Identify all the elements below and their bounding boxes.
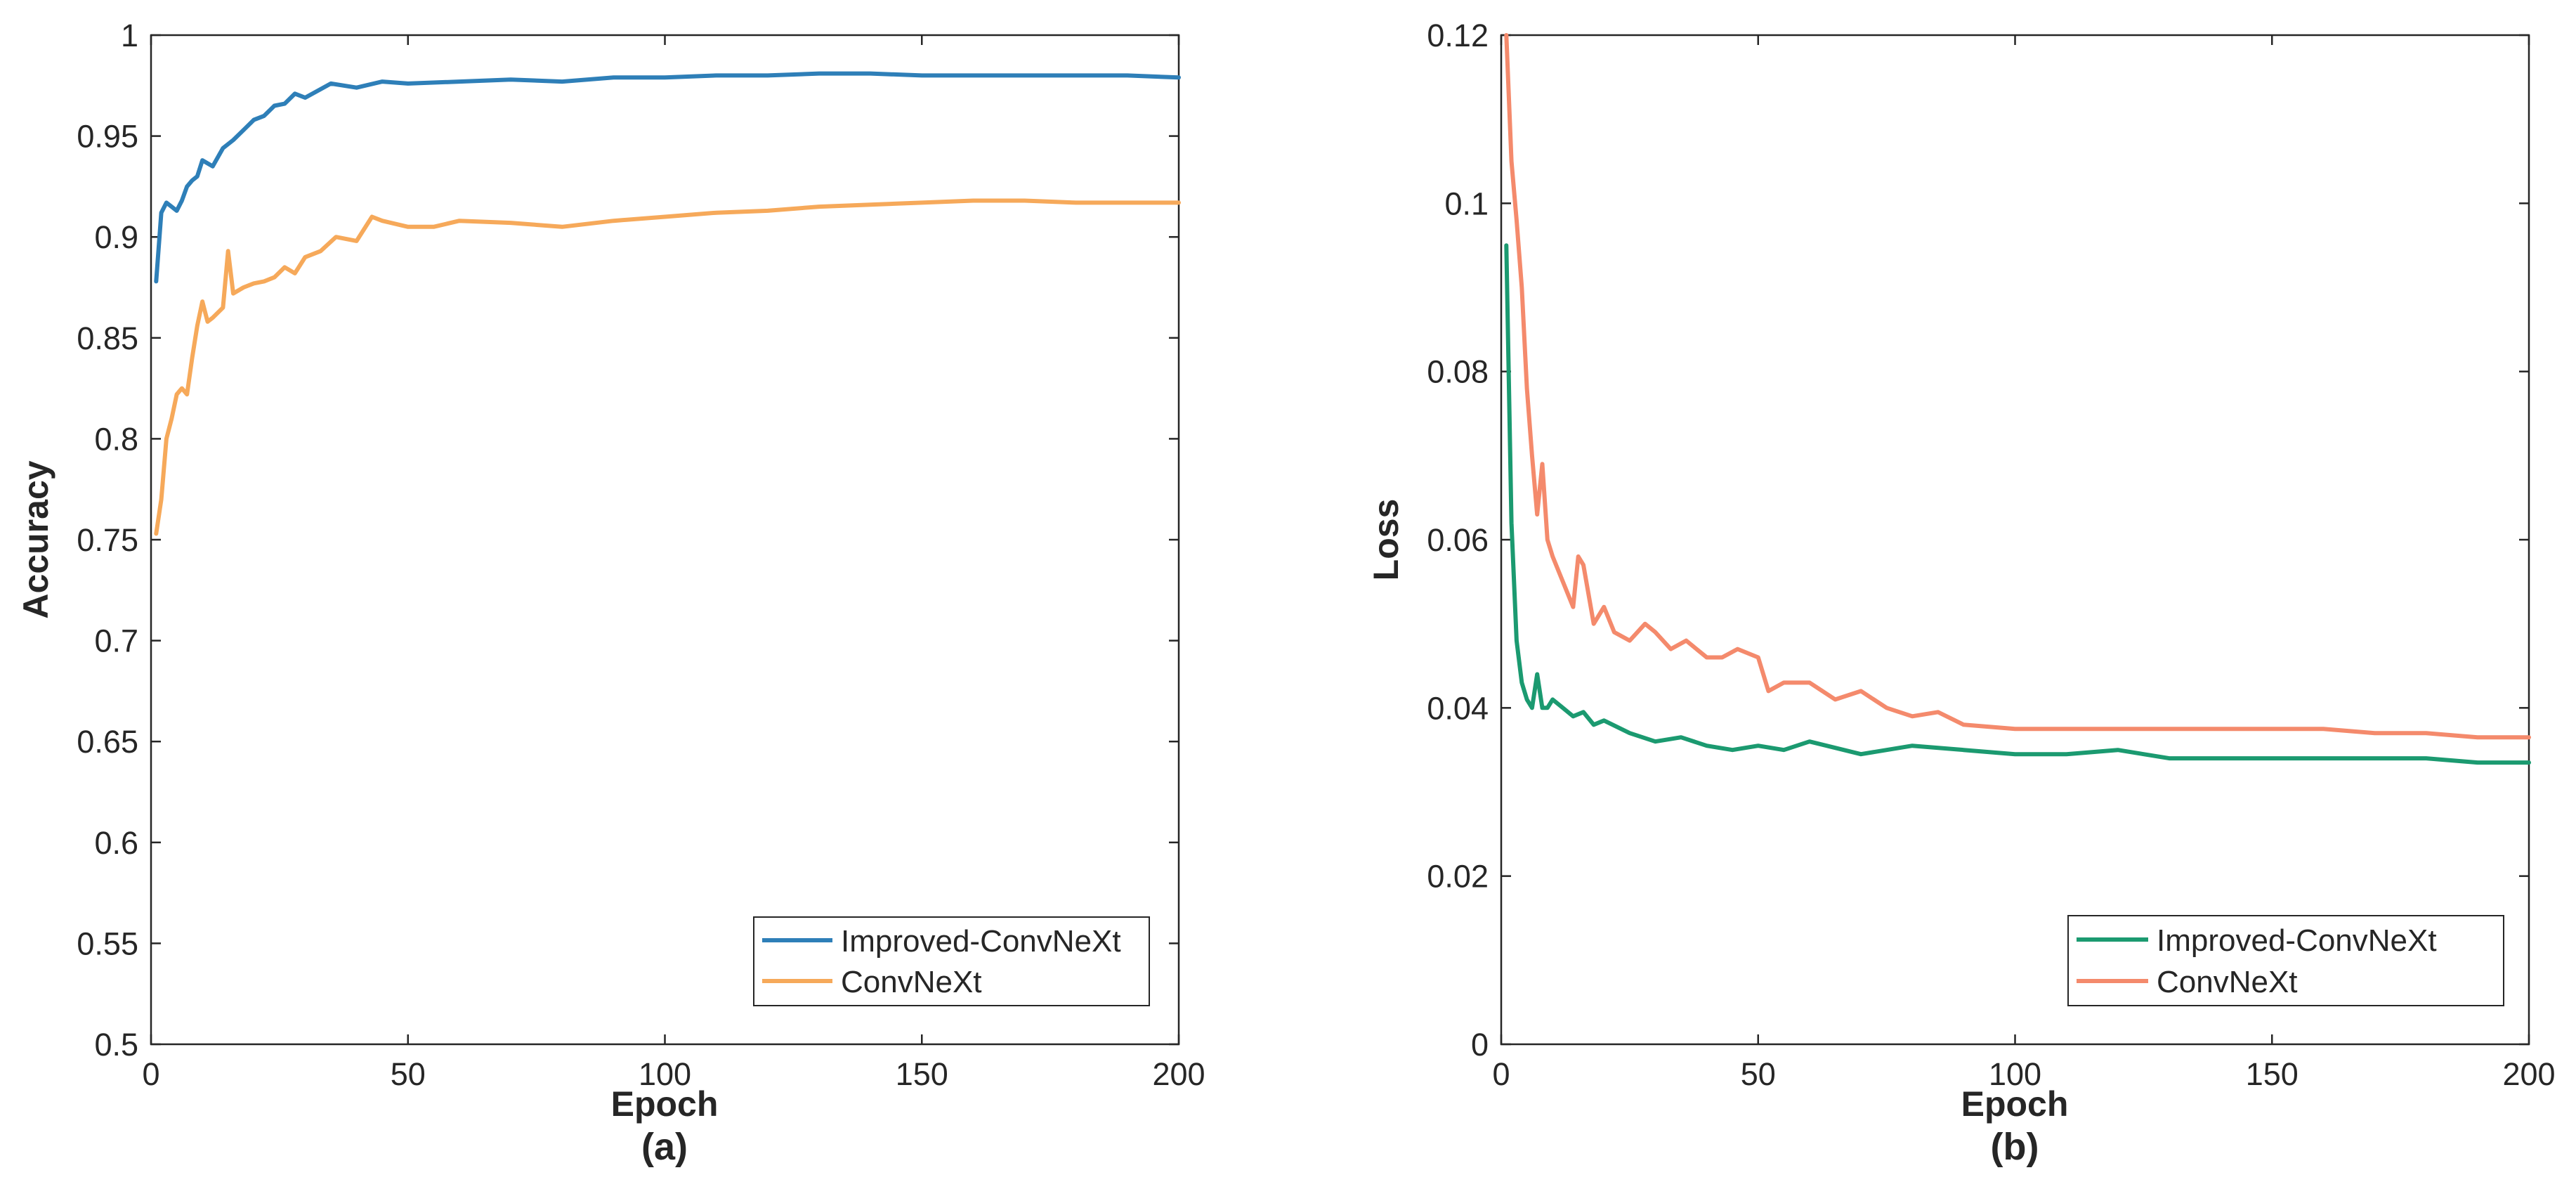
y-tick-label: 0.8 — [94, 421, 138, 457]
x-axis-title: Epoch — [611, 1084, 719, 1124]
x-tick-label: 150 — [896, 1056, 948, 1092]
series-line-improved-convnext — [154, 71, 1181, 284]
legend-label-0: Improved-ConvNeXt — [2157, 923, 2437, 958]
series-line-convnext — [154, 198, 1181, 536]
y-tick-label: 0.9 — [94, 219, 138, 255]
y-axis-title: Accuracy — [16, 460, 55, 618]
x-tick-label: 100 — [1989, 1056, 2041, 1092]
y-tick-label: 0.12 — [1427, 18, 1489, 53]
y-tick-label: 0.04 — [1427, 690, 1489, 726]
legend-box — [753, 916, 1150, 1006]
panel-label: (a) — [641, 1126, 688, 1168]
x-tick-label: 0 — [142, 1056, 159, 1092]
y-tick-label: 0.5 — [94, 1027, 138, 1063]
x-tick-label: 200 — [2502, 1056, 2555, 1092]
series-lines — [1504, 33, 2531, 765]
y-tick-label: 0.75 — [77, 522, 138, 558]
y-tick-label: 0.95 — [77, 119, 138, 155]
y-tick-label: 0.65 — [77, 724, 138, 760]
series-lines — [154, 71, 1181, 536]
plot-area — [1500, 34, 2530, 1046]
x-axis-title: Epoch — [1961, 1084, 2069, 1124]
y-tick-label: 0.7 — [94, 623, 138, 659]
x-tick-label: 0 — [1492, 1056, 1510, 1092]
legend-label-1: ConvNeXt — [2157, 965, 2298, 999]
y-tick-label: 1 — [121, 18, 138, 53]
y-tick-label: 0.1 — [1444, 186, 1489, 221]
x-tick-label: 50 — [391, 1056, 426, 1092]
y-tick-label: 0.85 — [77, 320, 138, 356]
legend: Improved-ConvNeXt ConvNeXt — [753, 916, 1150, 1006]
x-axis: 0 50 100 150 200 — [142, 35, 1205, 1092]
y-tick-label: 0.06 — [1427, 522, 1489, 558]
x-tick-label: 100 — [639, 1056, 691, 1092]
panel-label: (b) — [1991, 1126, 2039, 1168]
y-tick-label: 0.08 — [1427, 354, 1489, 390]
y-tick-label: 0 — [1471, 1027, 1489, 1063]
chart-panel-loss: 0 0.02 0.04 0.06 0.08 0.1 0.12 0 50 100 150 200 Lo… — [1366, 18, 2556, 1168]
y-axis-title: Loss — [1366, 499, 1406, 581]
y-axis: 0 0.02 0.04 0.06 0.08 0.1 0.12 — [1427, 18, 2529, 1063]
legend-box — [2067, 915, 2504, 1006]
y-tick-label: 0.6 — [94, 825, 138, 861]
plot-area — [150, 34, 1180, 1046]
chart-panel-accuracy: 0.5 0.55 0.6 0.65 0.7 0.75 0.8 0.85 0.9 0.95 1 0 50… — [16, 18, 1205, 1168]
series-line-improved-convnext — [1504, 243, 2531, 765]
series-line-convnext — [1504, 33, 2531, 740]
y-tick-label: 0.02 — [1427, 859, 1489, 895]
legend-label-0: Improved-ConvNeXt — [841, 924, 1121, 959]
x-tick-label: 50 — [1741, 1056, 1776, 1092]
x-tick-label: 150 — [2246, 1056, 2299, 1092]
x-tick-label: 200 — [1152, 1056, 1205, 1092]
legend: Improved-ConvNeXt ConvNeXt — [2067, 915, 2504, 1006]
legend-label-1: ConvNeXt — [841, 965, 982, 999]
y-tick-label: 0.55 — [77, 926, 138, 961]
x-axis: 0 50 100 150 200 — [1492, 35, 2556, 1092]
y-axis: 0.5 0.55 0.6 0.65 0.7 0.75 0.8 0.85 0.9 0.95 1 — [77, 18, 1179, 1063]
